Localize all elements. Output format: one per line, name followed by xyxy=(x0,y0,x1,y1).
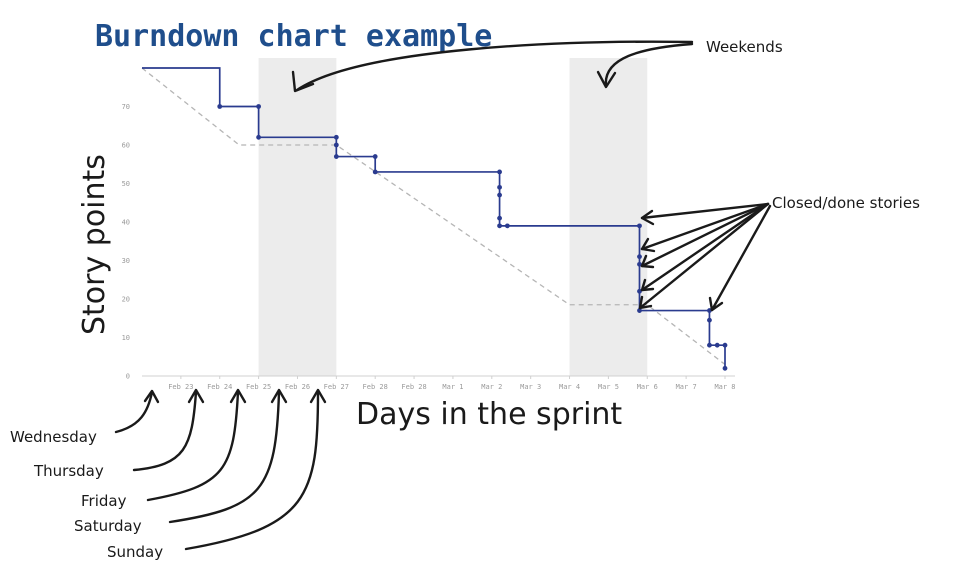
closed-story-point xyxy=(372,169,378,175)
closed-story-point xyxy=(707,317,712,323)
closed-story-point xyxy=(714,342,720,348)
x-tick-label: Mar 8 xyxy=(714,383,735,391)
closed-story-point xyxy=(497,184,502,190)
weekend-bands xyxy=(258,58,648,376)
closed-arrowhead-1 xyxy=(640,209,655,226)
x-tick-label: Mar 2 xyxy=(481,383,502,391)
x-tick-label: Mar 3 xyxy=(520,383,541,391)
closed-story-point xyxy=(722,365,728,371)
closed-story-point xyxy=(497,223,502,229)
x-tick-label: Feb 28 xyxy=(363,383,388,391)
wednesday-arrow xyxy=(114,390,154,434)
closed-story-point xyxy=(333,134,339,140)
closed-stories-arrows xyxy=(638,202,772,312)
y-tick-labels: 0 10 20 30 40 50 60 70 xyxy=(122,103,130,381)
closed-story-point xyxy=(497,192,502,198)
weekend-band xyxy=(569,58,648,376)
closed-story-point xyxy=(372,154,378,159)
day-label-thursday: Thursday xyxy=(33,462,104,480)
closed-arrow-4 xyxy=(640,202,770,292)
x-tick-label: Feb 24 xyxy=(207,383,232,391)
closed-story-point xyxy=(637,308,642,313)
closed-story-point xyxy=(497,169,502,175)
wednesday-arrowhead xyxy=(143,389,160,404)
closed-arrowhead-6 xyxy=(708,296,724,312)
y-tick-label: 10 xyxy=(122,334,130,342)
y-tick-label: 40 xyxy=(122,219,130,227)
x-axis-label: Days in the sprint xyxy=(356,397,622,432)
y-tick-label: 20 xyxy=(122,296,130,304)
closed-arrow-1 xyxy=(640,202,770,220)
x-tick-label: Feb 27 xyxy=(324,383,349,391)
chart-title: Burndown chart example xyxy=(95,19,492,54)
closed-story-point xyxy=(333,154,339,159)
weekend-arrowhead-1 xyxy=(291,70,315,93)
closed-story-point xyxy=(637,223,642,229)
closed-story-point xyxy=(637,261,642,267)
thursday-arrow xyxy=(132,390,198,472)
closed-arrow-6 xyxy=(710,204,772,312)
x-tick-label: Mar 1 xyxy=(442,383,463,391)
x-tick-label: Mar 4 xyxy=(559,383,580,391)
closed-story-point xyxy=(497,215,502,221)
day-label-sunday: Sunday xyxy=(107,543,163,561)
closed-story-point xyxy=(333,142,339,148)
closed-arrow-2 xyxy=(640,202,770,251)
saturday-arrowhead xyxy=(270,388,288,404)
day-label-saturday: Saturday xyxy=(74,517,142,535)
weekend-arrow-1 xyxy=(295,40,694,92)
ideal-burndown-line xyxy=(141,67,726,365)
y-tick-label: 30 xyxy=(122,257,130,265)
x-tick-label: Feb 23 xyxy=(168,383,193,391)
closed-story-point xyxy=(256,104,261,109)
closed-story-points xyxy=(217,104,728,371)
x-tick-label: Feb 28 xyxy=(401,383,426,391)
x-tick-label: Mar 6 xyxy=(637,383,658,391)
weekend-arrowhead-2 xyxy=(596,70,617,89)
x-tick-label: Mar 5 xyxy=(598,383,619,391)
y-tick-label: 70 xyxy=(122,103,130,111)
day-label-wednesday: Wednesday xyxy=(10,428,97,446)
closed-stories-annotation: Closed/done stories xyxy=(772,194,920,212)
closed-story-point xyxy=(504,223,510,229)
ideal-line-path xyxy=(141,67,726,365)
thursday-arrowhead xyxy=(187,388,205,404)
closed-story-point xyxy=(256,134,261,140)
weekend-band xyxy=(258,58,337,376)
closed-story-point xyxy=(707,308,712,313)
x-tick-label: Feb 26 xyxy=(285,383,310,391)
saturday-arrow xyxy=(168,390,281,524)
y-tick-label: 50 xyxy=(122,180,130,188)
y-tick-label: 0 xyxy=(126,373,130,381)
closed-story-point xyxy=(722,342,728,348)
closed-arrowhead-4 xyxy=(640,278,655,292)
x-tick-label: Feb 25 xyxy=(246,383,271,391)
x-tick-labels: Feb 23 Feb 24 Feb 25 Feb 26 Feb 27 Feb 28 Feb … xyxy=(168,376,736,391)
closed-arrow-3 xyxy=(640,202,770,268)
y-tick-label: 60 xyxy=(122,142,130,150)
sunday-arrowhead xyxy=(309,388,327,404)
closed-story-point xyxy=(707,342,712,348)
sunday-arrow xyxy=(184,390,320,551)
closed-story-point xyxy=(637,288,642,294)
friday-arrowhead xyxy=(229,388,247,404)
closed-story-point xyxy=(637,254,642,260)
friday-arrow xyxy=(146,390,240,502)
closed-arrowhead-5 xyxy=(638,295,653,310)
closed-arrowhead-3 xyxy=(640,254,655,269)
x-tick-label: Mar 7 xyxy=(676,383,697,391)
closed-arrowhead-2 xyxy=(640,237,656,253)
weekends-annotation: Weekends xyxy=(706,38,783,56)
closed-story-point xyxy=(217,104,223,109)
y-axis-label: Story points xyxy=(77,154,112,335)
day-label-friday: Friday xyxy=(81,492,127,510)
closed-arrow-5 xyxy=(638,202,770,310)
weekend-arrow-2 xyxy=(604,42,694,88)
